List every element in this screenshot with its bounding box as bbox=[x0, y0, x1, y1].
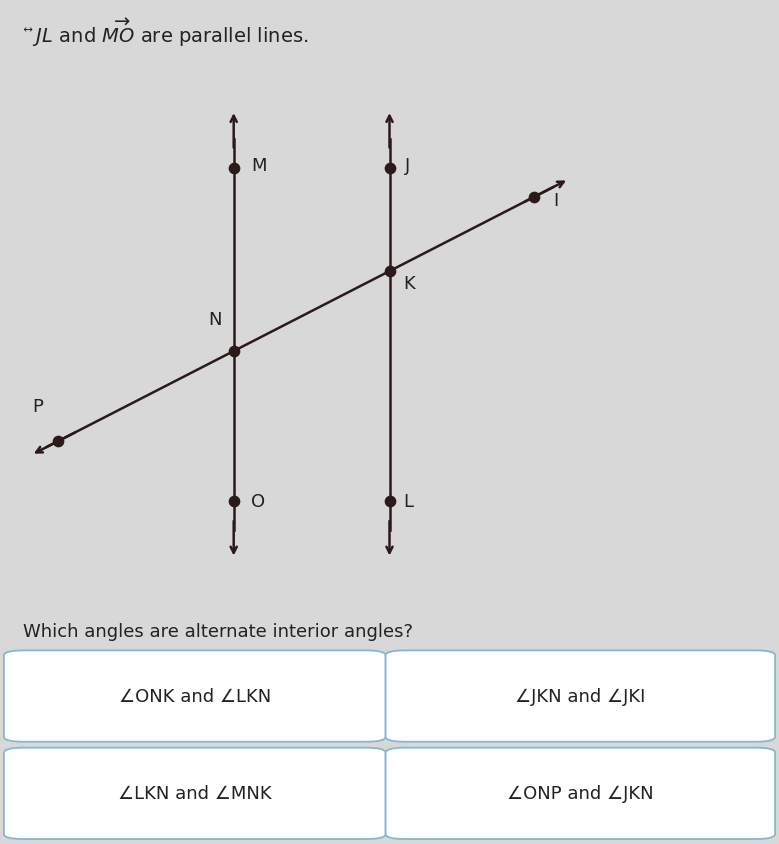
Text: L: L bbox=[404, 492, 414, 511]
Point bbox=[52, 435, 65, 448]
Text: ∠ONK and ∠LKN: ∠ONK and ∠LKN bbox=[118, 687, 271, 706]
Point bbox=[227, 345, 240, 359]
Text: J: J bbox=[405, 157, 411, 175]
FancyBboxPatch shape bbox=[4, 651, 386, 742]
Point bbox=[383, 162, 396, 176]
Text: M: M bbox=[251, 157, 266, 175]
Point bbox=[227, 495, 240, 508]
Text: I: I bbox=[553, 192, 559, 210]
Text: Which angles are alternate interior angles?: Which angles are alternate interior angl… bbox=[23, 622, 414, 640]
FancyBboxPatch shape bbox=[386, 748, 775, 839]
FancyBboxPatch shape bbox=[386, 651, 775, 742]
Point bbox=[227, 162, 240, 176]
Text: O: O bbox=[251, 492, 265, 511]
FancyBboxPatch shape bbox=[4, 748, 386, 839]
Point bbox=[383, 265, 396, 279]
Text: K: K bbox=[404, 274, 415, 293]
Text: $\overleftrightarrow{JL}$ and $\overrightarrow{MO}$ are parallel lines.: $\overleftrightarrow{JL}$ and $\overrigh… bbox=[23, 16, 308, 49]
Point bbox=[527, 191, 540, 204]
Text: ∠ONP and ∠JKN: ∠ONP and ∠JKN bbox=[507, 784, 654, 803]
Text: P: P bbox=[32, 398, 43, 415]
Text: ∠JKN and ∠JKI: ∠JKN and ∠JKI bbox=[515, 687, 646, 706]
Point bbox=[383, 495, 396, 508]
Text: ∠LKN and ∠MNK: ∠LKN and ∠MNK bbox=[118, 784, 272, 803]
Text: N: N bbox=[209, 311, 222, 328]
